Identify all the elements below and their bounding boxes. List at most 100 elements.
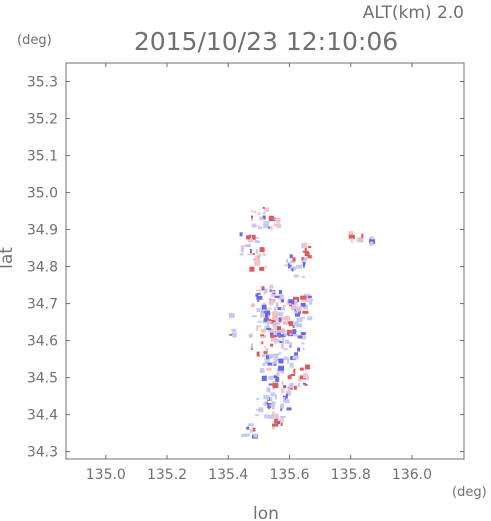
- y-tick-label: 35.3: [27, 75, 58, 91]
- y-axis-ticks: 34.3 34.4 34.5 34.6 34.7 34.8 34.9 35.0 35.1 35.2…: [27, 75, 464, 461]
- y-tick-label: 34.4: [27, 408, 58, 424]
- heatmap-cell: [277, 326, 281, 331]
- heatmap-cell: [297, 383, 300, 388]
- heatmap-cell: [284, 315, 290, 321]
- heatmap-cell: [263, 351, 268, 355]
- heatmap-cell: [302, 304, 308, 310]
- heatmap-cell: [269, 299, 272, 304]
- heatmap-cell: [239, 253, 244, 256]
- heatmap-cell: [279, 334, 286, 338]
- heatmap-cell: [266, 221, 268, 224]
- heatmap-cell: [299, 308, 302, 311]
- heatmap-cell: [293, 296, 298, 300]
- heatmap-cell: [231, 328, 237, 332]
- heatmap-cell: [302, 310, 309, 314]
- heatmap-cell: [293, 385, 297, 390]
- heatmap-cell: [280, 403, 285, 409]
- heatmap-cell: [269, 321, 272, 324]
- heatmap-cell: [270, 392, 276, 397]
- heatmap-cell: [265, 348, 269, 352]
- heatmap-cell: [256, 308, 261, 313]
- heatmap-cell: [251, 215, 253, 220]
- heatmap-cell: [279, 328, 286, 333]
- heatmap-cell: [250, 210, 253, 212]
- chart-title: 2015/10/23 12:10:06: [134, 27, 398, 56]
- heatmap-cell: [264, 207, 270, 212]
- heatmap-cell: [268, 216, 274, 221]
- heatmap-cell: [308, 246, 312, 248]
- heatmap-cell: [229, 313, 234, 318]
- heatmap-cell: [302, 250, 309, 253]
- heatmap-cell: [266, 355, 269, 360]
- heatmap-cell: [253, 210, 257, 213]
- heatmap-cell: [299, 367, 304, 371]
- heatmap-cell: [270, 225, 273, 231]
- heatmap-cell: [275, 359, 281, 362]
- heatmap-cell: [275, 217, 281, 223]
- heatmap-cell: [240, 245, 247, 248]
- heatmap-cell: [247, 423, 254, 427]
- heatmap-cell: [258, 218, 264, 221]
- heatmap-cell: [269, 404, 273, 407]
- heatmap-cell: [297, 347, 301, 352]
- heatmap-cell: [272, 358, 278, 361]
- heatmap-cell: [256, 326, 259, 331]
- plot-frame: [65, 62, 465, 460]
- heatmap-cell: [252, 223, 257, 228]
- heatmap-cell: [268, 226, 271, 229]
- heatmap-cell: [251, 315, 257, 318]
- heatmap-cell: [271, 411, 275, 416]
- heatmap-cell: [250, 428, 254, 433]
- altitude-label: ALT(km) 2.0: [363, 3, 464, 23]
- heatmap-cell: [272, 383, 279, 389]
- heatmap-cell: [262, 212, 266, 215]
- heatmap-cell: [302, 262, 305, 268]
- heatmap-cell: [302, 347, 305, 350]
- heatmap-cell: [270, 332, 275, 336]
- heatmap-cell: [273, 362, 278, 365]
- heatmap-cell: [256, 295, 263, 300]
- heatmap-cell: [259, 341, 262, 344]
- heatmap-cell: [283, 356, 289, 360]
- heatmap-cell: [302, 261, 306, 265]
- x-tick-label: 135.8: [331, 467, 371, 483]
- heatmap-cell: [284, 321, 289, 325]
- heatmap-cell: [255, 293, 259, 297]
- x-tick-label: 135.6: [269, 467, 309, 483]
- heatmap-cell: [288, 264, 292, 268]
- heatmap-cell: [301, 257, 304, 260]
- heatmap-cell: [257, 320, 262, 323]
- heatmap-cell: [264, 360, 270, 364]
- heatmap-cell: [264, 358, 271, 361]
- heatmap-cell: [250, 304, 255, 308]
- heatmap-cell: [251, 218, 254, 222]
- heatmap-cell: [348, 231, 354, 237]
- heatmap-cell: [282, 337, 285, 343]
- heatmap-cell: [249, 248, 252, 253]
- heatmap-cell: [280, 307, 285, 311]
- heatmap-cell: [261, 309, 264, 315]
- heatmap-cell: [292, 257, 296, 262]
- heatmap-cell: [252, 427, 256, 432]
- heatmap-cell: [273, 337, 277, 343]
- heatmap-cell: [246, 426, 250, 430]
- heatmap-cell: [263, 395, 270, 400]
- heatmap-cell: [274, 322, 279, 326]
- heatmap-cell: [271, 322, 276, 326]
- heatmap-cell: [259, 247, 265, 253]
- heatmap-cell: [359, 238, 364, 243]
- heatmap-cell: [255, 248, 258, 254]
- heatmap-cell: [281, 341, 284, 346]
- x-tick-label: 135.0: [86, 467, 126, 483]
- y-tick-label: 34.8: [27, 260, 58, 276]
- heatmap-cell: [300, 298, 306, 302]
- heatmap-cell: [288, 299, 295, 304]
- heatmap-cell: [273, 223, 280, 227]
- heatmap-cell: [361, 233, 364, 239]
- heatmap-cell: [270, 294, 277, 298]
- heatmap-cell: [300, 335, 307, 340]
- heatmap-cell: [348, 234, 355, 239]
- y-tick-label: 34.9: [27, 223, 58, 239]
- heatmap-cell: [281, 380, 284, 385]
- heatmap-cell: [267, 362, 273, 366]
